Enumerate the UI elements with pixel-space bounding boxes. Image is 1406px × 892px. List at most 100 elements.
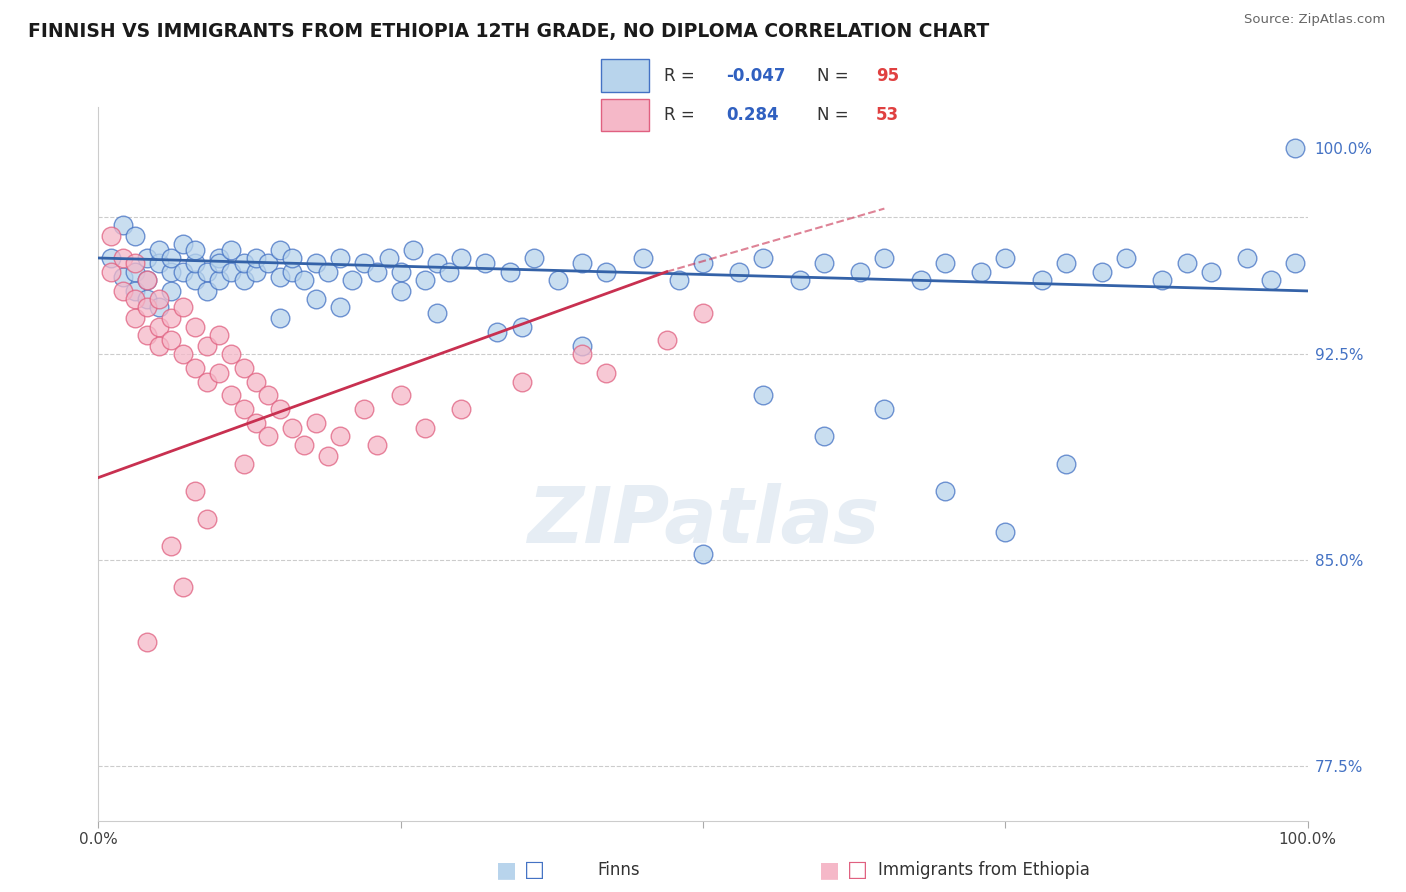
Point	[595, 265, 617, 279]
Point	[292, 437, 315, 451]
Point	[245, 265, 267, 279]
Point	[184, 243, 207, 257]
Point	[184, 484, 207, 499]
Point	[1260, 273, 1282, 287]
Point	[813, 429, 835, 443]
Point	[172, 237, 194, 252]
Point	[172, 265, 194, 279]
Point	[111, 270, 134, 285]
Point	[510, 375, 533, 389]
Point	[305, 292, 328, 306]
Point	[160, 539, 183, 553]
Point	[221, 265, 243, 279]
Point	[329, 251, 352, 265]
Text: 0.284: 0.284	[725, 106, 779, 124]
Point	[184, 273, 207, 287]
Point	[232, 256, 254, 270]
Point	[329, 301, 352, 315]
Point	[934, 484, 956, 499]
Point	[269, 270, 291, 285]
Point	[450, 401, 472, 416]
Point	[426, 306, 449, 320]
Point	[849, 265, 872, 279]
Point	[1115, 251, 1137, 265]
Point	[292, 273, 315, 287]
Point	[910, 273, 932, 287]
Point	[124, 284, 146, 298]
Point	[994, 251, 1017, 265]
Point	[221, 388, 243, 402]
Point	[221, 243, 243, 257]
Point	[124, 229, 146, 244]
Point	[208, 256, 231, 270]
Point	[873, 401, 896, 416]
Point	[655, 334, 678, 348]
Point	[232, 273, 254, 287]
Point	[135, 273, 157, 287]
Point	[232, 457, 254, 471]
Text: ■: ■	[820, 860, 839, 880]
Point	[692, 306, 714, 320]
Point	[208, 327, 231, 342]
Point	[353, 401, 375, 416]
Point	[450, 251, 472, 265]
Point	[1054, 256, 1077, 270]
Text: FINNISH VS IMMIGRANTS FROM ETHIOPIA 12TH GRADE, NO DIPLOMA CORRELATION CHART: FINNISH VS IMMIGRANTS FROM ETHIOPIA 12TH…	[28, 22, 990, 41]
Point	[595, 366, 617, 380]
Point	[269, 243, 291, 257]
Point	[789, 273, 811, 287]
Text: ZIPatlas: ZIPatlas	[527, 483, 879, 559]
Point	[172, 301, 194, 315]
Point	[269, 401, 291, 416]
Point	[305, 256, 328, 270]
Point	[245, 375, 267, 389]
Point	[148, 256, 170, 270]
Point	[752, 251, 775, 265]
Point	[426, 256, 449, 270]
Point	[510, 319, 533, 334]
Point	[148, 319, 170, 334]
Point	[498, 265, 520, 279]
Point	[692, 256, 714, 270]
Point	[100, 229, 122, 244]
Point	[208, 251, 231, 265]
Point	[184, 256, 207, 270]
Point	[160, 251, 183, 265]
Point	[752, 388, 775, 402]
Point	[1284, 256, 1306, 270]
Text: ■: ■	[496, 860, 516, 880]
Point	[970, 265, 993, 279]
Point	[1031, 273, 1053, 287]
Point	[873, 251, 896, 265]
Text: 53: 53	[876, 106, 898, 124]
Point	[934, 256, 956, 270]
Point	[256, 429, 278, 443]
Point	[172, 580, 194, 594]
Point	[305, 416, 328, 430]
Point	[813, 256, 835, 270]
Text: Source: ZipAtlas.com: Source: ZipAtlas.com	[1244, 13, 1385, 27]
Point	[124, 292, 146, 306]
Point	[195, 284, 218, 298]
Point	[437, 265, 460, 279]
Point	[124, 256, 146, 270]
Point	[148, 292, 170, 306]
Point	[366, 265, 388, 279]
Point	[135, 327, 157, 342]
Text: 95: 95	[876, 67, 898, 85]
Point	[1054, 457, 1077, 471]
FancyBboxPatch shape	[602, 60, 650, 92]
Point	[124, 265, 146, 279]
Point	[1199, 265, 1222, 279]
Point	[135, 292, 157, 306]
Point	[668, 273, 690, 287]
Point	[100, 251, 122, 265]
Point	[413, 273, 436, 287]
Point	[571, 256, 593, 270]
Text: R =: R =	[664, 67, 700, 85]
Point	[281, 421, 304, 435]
Point	[329, 429, 352, 443]
Text: -0.047: -0.047	[725, 67, 786, 85]
Point	[245, 416, 267, 430]
Text: Immigrants from Ethiopia: Immigrants from Ethiopia	[879, 861, 1090, 879]
